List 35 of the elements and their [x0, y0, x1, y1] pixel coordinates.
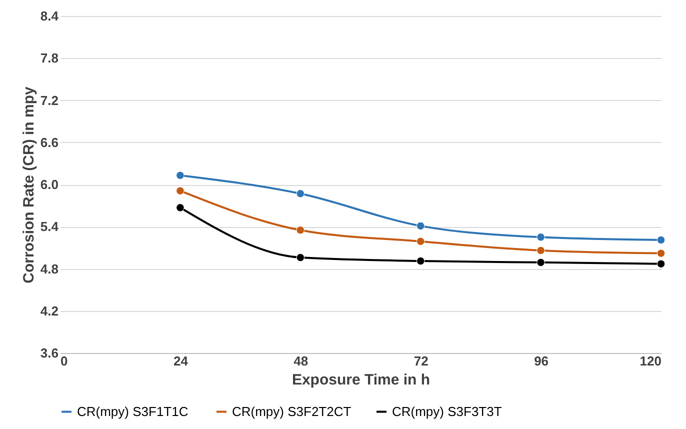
point: [176, 204, 184, 212]
legend-label: CR(mpy) S3F1T1C: [77, 404, 188, 419]
point: [536, 258, 545, 267]
y-tick-label: 7.2: [40, 92, 58, 108]
point: [176, 171, 184, 180]
y-tick-label: 8.4: [40, 8, 60, 24]
point: [536, 233, 545, 242]
y-tick-label: 5.4: [40, 219, 60, 234]
legend-label: CR(mpy) S3F3T3T: [392, 404, 502, 419]
point: [656, 260, 666, 268]
x-axis-title: Exposure Time in h: [292, 372, 430, 388]
y-axis-title: Corrosion Rate (CR) in mpy: [20, 86, 38, 284]
point: [296, 190, 305, 198]
y-tick-label: 7.8: [40, 50, 58, 66]
x-tick-label: 24: [173, 354, 189, 368]
x-tick-label: 48: [294, 354, 308, 368]
point: [656, 236, 666, 244]
x-tick-label: 120: [640, 354, 662, 368]
x-tick-label: 96: [534, 354, 549, 368]
point: [416, 237, 425, 246]
x-tick-label: 72: [414, 354, 428, 368]
point: [536, 246, 545, 255]
y-tick-label: 3.6: [40, 346, 58, 360]
point: [656, 249, 666, 258]
point: [416, 256, 425, 266]
point: [296, 253, 305, 262]
y-tick-label: 4.8: [40, 261, 58, 276]
point: [176, 186, 184, 195]
point: [296, 226, 305, 234]
y-tick-label: 6.0: [40, 177, 58, 192]
point: [416, 222, 425, 230]
x-tick-label: 0: [60, 354, 68, 368]
y-tick-label: 6.6: [40, 134, 58, 150]
y-tick-label: 4.2: [40, 303, 58, 318]
legend-label: CR(mpy) S3F2T2CT: [232, 404, 352, 419]
